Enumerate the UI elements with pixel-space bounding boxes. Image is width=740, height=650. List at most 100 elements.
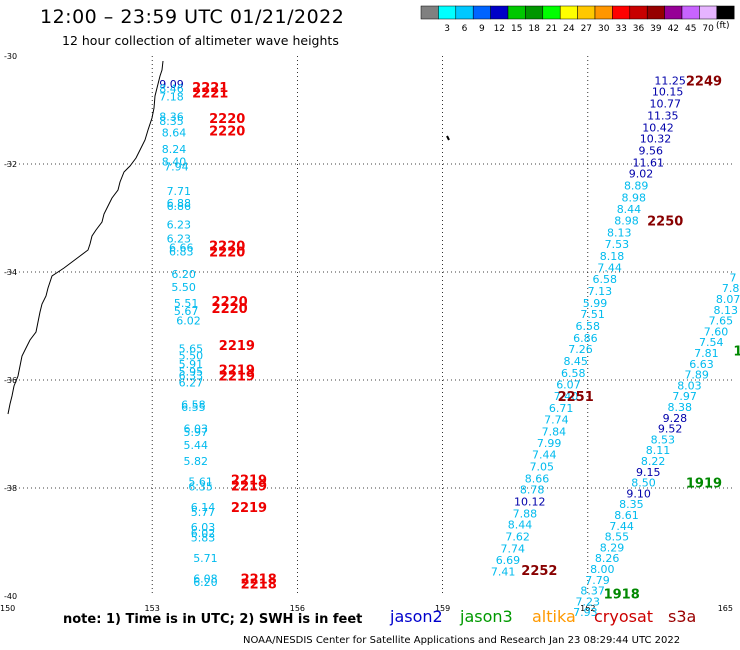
wave-height-value: 6.20 — [171, 268, 196, 281]
pass-number: 2219 — [219, 339, 255, 354]
map-subtitle: 12 hour collection of altimeter wave hei… — [62, 33, 339, 48]
footer-credit: NOAA/NESDIS Center for Satellite Applica… — [243, 635, 681, 646]
wave-height-value: 5.83 — [191, 532, 216, 545]
lat-tick-label: -40 — [4, 592, 17, 601]
wave-height-value: 5.97 — [184, 426, 209, 439]
legend-label: 33 — [615, 24, 626, 34]
wave-height-value: 7.23 — [576, 595, 601, 608]
wave-height-value: 7.81 — [694, 347, 719, 360]
wave-height-value: 6.23 — [167, 218, 192, 231]
wave-height-value: 5.99 — [583, 297, 608, 310]
wave-height-value: 6.27 — [179, 377, 204, 390]
wave-height-value: 7.60 — [704, 325, 729, 338]
wave-height-value: 7.84 — [542, 425, 567, 438]
wave-height-value: 11.61 — [633, 156, 665, 169]
wave-height-value: 6.66 — [169, 242, 194, 255]
legend-swatch — [699, 5, 718, 20]
wave-height-value: 8.64 — [162, 127, 187, 140]
wave-height-value: 5.95 — [179, 365, 204, 378]
legend-swatch — [525, 5, 544, 20]
wave-height-value: 6.07 — [556, 378, 581, 391]
wave-height-value: 6.86 — [573, 332, 598, 345]
wave-height-value: 7.41 — [491, 566, 516, 579]
wave-height-value: 8.98 — [614, 215, 639, 228]
legend-label: 30 — [598, 24, 610, 34]
legend-swatch — [420, 5, 439, 20]
wave-height-value: 8.98 — [622, 191, 647, 204]
wave-height-value: 7.89 — [684, 369, 709, 382]
wave-height-value: 7.26 — [568, 343, 593, 356]
pass-number: 2219 — [231, 473, 267, 488]
wave-height-value: 9.56 — [638, 145, 663, 158]
pass-number: 2219 — [231, 479, 267, 494]
wave-height-value: 6.86 — [167, 200, 192, 213]
wave-height-value: 9.52 — [658, 423, 683, 436]
wave-height-value: 5.82 — [184, 455, 209, 468]
wave-height-value: 6.58 — [181, 398, 206, 411]
legend-swatch — [577, 5, 596, 20]
legend-label: 12 — [494, 24, 505, 34]
wave-height-value: 7.97 — [672, 390, 697, 403]
wave-height-value: 6.02 — [176, 315, 201, 328]
legend-swatch — [629, 5, 648, 20]
pass-number: 2219 — [219, 370, 255, 385]
wave-height-value: 6.55 — [181, 401, 206, 414]
wave-height-value: 8.40 — [162, 155, 187, 168]
lon-tick-label: 153 — [145, 604, 160, 613]
wave-height-value: 6.69 — [496, 554, 521, 567]
wave-height-value: 8.35 — [619, 498, 644, 511]
lat-tick-label: -36 — [4, 376, 17, 385]
satellite-label: jason2 — [390, 607, 443, 626]
lat-tick-label: -30 — [4, 52, 17, 61]
legend-label: 27 — [581, 24, 592, 34]
pass-number: 2249 — [686, 74, 722, 89]
wave-height-value: 9.10 — [626, 487, 651, 500]
wave-height-value: 10.12 — [514, 496, 546, 509]
legend-swatch — [472, 5, 491, 20]
wave-height-value: 6.58 — [592, 273, 617, 286]
wave-height-value: 8.18 — [600, 250, 625, 263]
wave-height-value: 11.25 — [654, 74, 686, 87]
pass-number: 1918 — [604, 587, 640, 602]
wave-height-value: 7.44 — [532, 449, 557, 462]
wave-height-value: 8.44 — [617, 203, 642, 216]
pass-number: 2220 — [209, 125, 245, 140]
wave-height-value: 10.42 — [642, 121, 674, 134]
wave-height-value: 7.54 — [699, 336, 724, 349]
legend-label: 3 — [444, 24, 450, 34]
map-grid — [7, 56, 733, 596]
wave-height-labels: 9.098.467.188.368.358.648.248.407.947.71… — [159, 74, 740, 619]
wave-height-value: 8.00 — [590, 563, 615, 576]
satellite-label: altika — [532, 607, 576, 626]
legend-label: 15 — [511, 24, 522, 34]
legend-swatch — [438, 5, 457, 20]
wave-height-value: 8.61 — [614, 509, 639, 522]
legend-swatch — [455, 5, 474, 20]
wave-height-value: 7.94 — [164, 161, 189, 174]
wave-height-value: 6.03 — [191, 521, 216, 534]
legend-swatch — [490, 5, 509, 20]
wave-height-value: 7.74 — [501, 542, 526, 555]
footer-note: note: 1) Time is in UTC; 2) SWH is in fe… — [63, 612, 363, 627]
pass-number: 1919 — [686, 477, 722, 492]
wave-height-value: 7.40 — [554, 390, 579, 403]
legend-swatch — [612, 5, 631, 20]
wave-height-value: 5.50 — [171, 281, 196, 294]
lat-tick-label: -38 — [4, 484, 17, 493]
wave-height-value: 7.44 — [597, 262, 622, 275]
wave-height-value: 5.50 — [179, 350, 204, 363]
wave-height-value: 10.77 — [649, 98, 681, 111]
legend-swatch — [716, 5, 735, 20]
pass-number: 2252 — [521, 564, 557, 579]
wave-height-value: 9.28 — [663, 412, 688, 425]
wave-height-value: 6.03 — [184, 423, 209, 436]
wave-height-value: 7.88 — [513, 507, 538, 520]
wave-height-value: 6.71 — [549, 402, 574, 415]
axis-ticks: 150 153 156 159 162 165 -30 -32 -34 -36 -38 -40 — [0, 52, 733, 613]
wave-height-value: 8.78 — [520, 484, 545, 497]
legend-label: 18 — [528, 24, 540, 34]
wave-height-value: 8.13 — [713, 304, 738, 317]
lon-tick-label: 156 — [290, 604, 305, 613]
wave-height-value: 6.58 — [561, 367, 586, 380]
wave-height-value: 8.35 — [159, 115, 184, 128]
